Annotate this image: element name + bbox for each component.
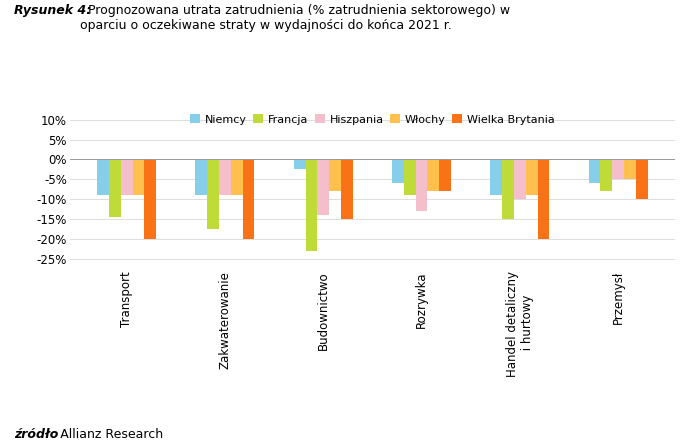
Bar [243, 159, 255, 239]
Bar [439, 159, 451, 191]
Bar [537, 159, 549, 239]
Bar [341, 159, 353, 219]
Bar [144, 159, 156, 239]
Bar [612, 159, 624, 179]
Bar [306, 159, 317, 251]
Bar [97, 159, 109, 195]
Bar [624, 159, 636, 179]
Bar [502, 159, 514, 219]
Text: Prognozowana utrata zatrudnienia (% zatrudnienia sektorowego) w
oparciu o oczeki: Prognozowana utrata zatrudnienia (% zatr… [80, 4, 510, 32]
Bar [404, 159, 416, 195]
Text: źródło: źródło [14, 428, 58, 441]
Bar [132, 159, 144, 195]
Bar [427, 159, 439, 191]
Bar [589, 159, 601, 183]
Bar [120, 159, 132, 195]
Bar [231, 159, 243, 195]
Bar [525, 159, 537, 195]
Bar [514, 159, 525, 199]
Bar [294, 159, 306, 170]
Bar [416, 159, 427, 211]
Bar [109, 159, 120, 217]
Legend: Niemcy, Francja, Hiszpania, Włochy, Wielka Brytania: Niemcy, Francja, Hiszpania, Włochy, Wiel… [188, 112, 557, 127]
Bar [329, 159, 341, 191]
Text: Rysunek 4:: Rysunek 4: [14, 4, 91, 17]
Bar [317, 159, 329, 215]
Bar [601, 159, 612, 191]
Bar [219, 159, 231, 195]
Bar [207, 159, 219, 229]
Bar [490, 159, 502, 195]
Text: : Allianz Research: : Allianz Research [52, 428, 164, 441]
Bar [196, 159, 207, 195]
Bar [636, 159, 647, 199]
Bar [392, 159, 404, 183]
